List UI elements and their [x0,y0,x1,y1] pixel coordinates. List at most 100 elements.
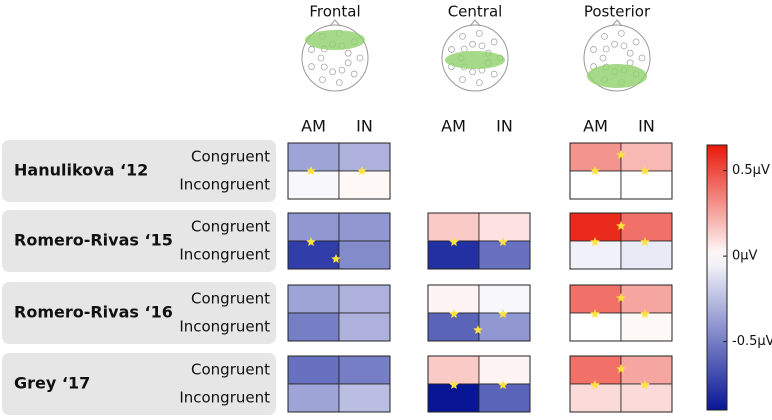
electrode [320,63,328,71]
electrode [317,54,325,62]
significance-star [616,293,626,302]
electrode [460,45,468,53]
heat-frame [287,355,391,413]
group-label: AM [301,117,326,136]
heat-cell [338,170,391,200]
significance-star [640,166,650,175]
significance-star [640,237,650,246]
condition-label: Incongruent [179,246,270,264]
region-title: Central [448,3,503,21]
electrode [335,79,343,87]
study-label: Romero-Rivas ‘15 [14,231,173,250]
electrode [611,40,618,48]
electrode [344,49,352,57]
heat-cell [620,284,673,314]
heat-cell [427,212,480,242]
group-label: AM [583,117,608,136]
electrode [459,32,466,40]
significance-star [331,254,341,263]
significance-star [616,364,626,373]
colorbar-tick-label: 0µV [732,249,758,264]
electrode [590,46,597,53]
significance-star [590,237,600,246]
significance-star [498,380,508,389]
heat-cell [620,142,673,172]
heat-cell [478,212,531,242]
colorbar [706,144,728,411]
heat-cell [338,212,391,242]
electrode [632,38,640,46]
heat-frame [569,284,673,342]
heat-cell [338,355,391,385]
significance-star [306,237,316,246]
heat-cell [569,142,622,172]
electrode [338,66,346,74]
heat-frame [569,212,673,270]
electrode [602,45,610,53]
group-label: IN [496,117,513,136]
significance-star [306,166,316,175]
heat-cell [569,170,622,200]
heat-cell [478,312,531,342]
heat-cell [427,284,480,314]
electrode [329,68,336,76]
region-title: Posterior [584,3,651,21]
significance-star [498,237,508,246]
significance-star [449,309,459,318]
heat-cell [620,240,673,270]
heat-frame [287,212,391,270]
electrode [601,32,608,40]
electrode [620,42,628,50]
heat-cell [338,240,391,270]
heat-cell [620,170,673,200]
colorbar-tick-label: 0.5µV [732,163,770,178]
study-panel [2,140,276,202]
heat-cell [287,355,340,385]
heat-cell [569,355,622,385]
heat-cell [427,383,480,413]
heat-cell [569,284,622,314]
significance-star [590,166,600,175]
heat-cell [427,312,480,342]
heat-frame [287,284,391,342]
head-outline [441,24,509,92]
heat-cell [427,355,480,385]
study-label: Grey ‘17 [14,374,90,393]
heat-cell [338,142,391,172]
heat-cell [620,355,673,385]
electrode [308,46,315,53]
heat-cell [287,142,340,172]
head-nose [329,19,341,27]
heat-cell [478,240,531,270]
region-highlight [305,30,365,50]
electrode [478,42,486,50]
condition-label: Congruent [191,290,270,308]
electrode [469,68,476,76]
head-nose [611,19,623,27]
heat-cell [478,383,531,413]
study-label: Romero-Rivas ‘16 [14,303,173,322]
heat-cell [287,284,340,314]
heat-frame [569,355,673,413]
electrode [448,46,455,53]
significance-star [357,166,367,175]
significance-star [498,309,508,318]
electrode [490,70,498,78]
electrode [626,49,634,57]
electrode [350,70,358,78]
heat-cell [427,240,480,270]
heat-cell [620,383,673,413]
electrode [490,38,498,46]
study-label: Hanulikova ‘12 [14,161,148,180]
electrode [617,29,625,37]
heat-frame [427,284,531,342]
significance-star [616,150,626,159]
heat-cell [287,312,340,342]
electrode [469,40,476,48]
electrode [344,59,352,67]
significance-star [640,309,650,318]
significance-star [590,380,600,389]
heat-cell [569,240,622,270]
significance-star [616,221,626,230]
